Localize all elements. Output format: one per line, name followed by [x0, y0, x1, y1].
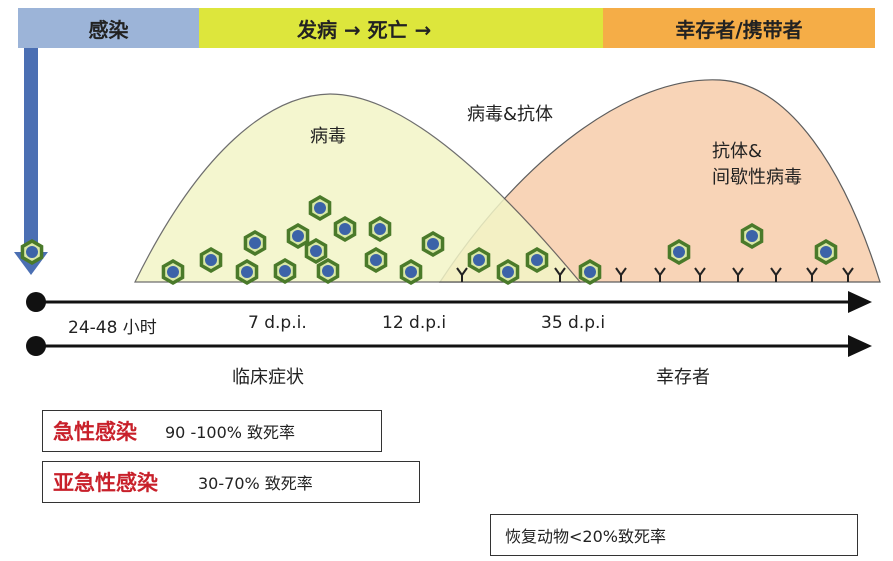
- virion-icon: [286, 223, 310, 249]
- virion-icon: [578, 259, 602, 285]
- antibody-icon: [842, 267, 854, 282]
- acute-infection-box: 急性感染 90 -100% 致死率: [42, 410, 382, 452]
- infection-arrow-shaft: [24, 48, 38, 253]
- antibody-icon: [654, 267, 666, 282]
- antibody-icon: [456, 267, 468, 282]
- band-infection-label: 感染: [88, 17, 129, 42]
- subacute-infection-label: 亚急性感染: [53, 471, 158, 495]
- acute-infection-rate: 90 -100% 致死率: [165, 423, 296, 442]
- tick-35dpi: 35 d.p.i: [541, 313, 606, 333]
- timeline-arrow-icon: [848, 335, 872, 357]
- virion-icon: [667, 239, 691, 265]
- antibody-icon: [554, 267, 566, 282]
- virion-icon: [740, 223, 764, 249]
- virion-icon: [20, 239, 44, 265]
- timeline-arrow-icon: [848, 291, 872, 313]
- virion-icon: [243, 230, 267, 256]
- tick-7dpi: 7 d.p.i.: [248, 313, 307, 333]
- virion-group: [20, 195, 838, 285]
- virion-icon: [304, 238, 328, 264]
- label-clinical-symptoms: 临床症状: [232, 367, 304, 388]
- band-survivor-carrier-label: 幸存者/携带者: [675, 17, 803, 42]
- virion-icon: [235, 259, 259, 285]
- virion-icon: [399, 259, 423, 285]
- antibody-icon: [770, 267, 782, 282]
- band-survivor-carrier: 幸存者/携带者: [603, 8, 875, 48]
- virion-icon: [364, 247, 388, 273]
- antibody-curve: [438, 79, 881, 283]
- acute-infection-label: 急性感染: [53, 420, 137, 444]
- virion-icon: [199, 247, 223, 273]
- label-virus: 病毒: [310, 126, 346, 147]
- virion-icon: [525, 247, 549, 273]
- antibody-group: [456, 267, 854, 282]
- antibody-icon: [615, 267, 627, 282]
- virus-curve: [134, 93, 582, 283]
- virion-icon: [273, 258, 297, 284]
- label-virus-antibody: 病毒&抗体: [467, 104, 554, 125]
- tick-12dpi: 12 d.p.i: [382, 313, 447, 333]
- antibody-icon: [694, 267, 706, 282]
- label-survivor: 幸存者: [656, 367, 710, 388]
- virion-icon: [368, 216, 392, 242]
- virion-icon: [814, 239, 838, 265]
- virion-icon: [316, 258, 340, 284]
- virion-icon: [161, 259, 185, 285]
- label-intermittent-virus: 间歇性病毒: [712, 167, 802, 188]
- virion-icon: [333, 216, 357, 242]
- virion-icon: [308, 195, 332, 221]
- virion-icon: [421, 231, 445, 257]
- antibody-icon: [806, 267, 818, 282]
- virion-icon: [496, 259, 520, 285]
- recovered-rate: 恢复动物<20%致死率: [505, 527, 666, 546]
- tick-24-48h: 24-48 小时: [68, 318, 157, 338]
- band-disease-death-label: 发病 → 死亡 →: [297, 17, 432, 42]
- antibody-icon: [732, 267, 744, 282]
- band-infection: 感染: [18, 8, 199, 48]
- subacute-infection-rate: 30-70% 致死率: [198, 474, 313, 493]
- recovered-box: 恢复动物<20%致死率: [490, 514, 858, 556]
- virion-icon: [467, 247, 491, 273]
- label-antibody: 抗体&: [712, 141, 763, 162]
- band-disease-death: 发病 → 死亡 →: [199, 8, 603, 48]
- subacute-infection-box: 亚急性感染 30-70% 致死率: [42, 461, 420, 503]
